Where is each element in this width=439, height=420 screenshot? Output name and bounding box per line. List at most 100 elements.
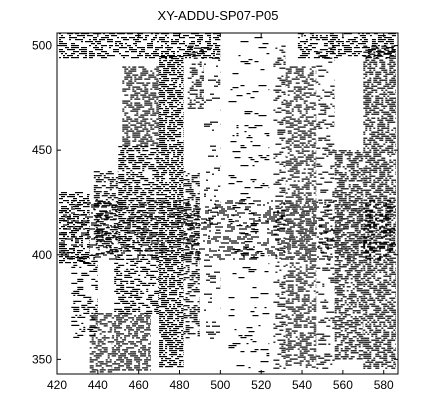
heatmap-cell (362, 346, 364, 348)
heatmap-cell (377, 83, 382, 85)
heatmap-cell (313, 330, 317, 332)
heatmap-cell (61, 208, 69, 210)
heatmap-cell (181, 66, 184, 68)
heatmap-cell (109, 183, 112, 185)
heatmap-cell (322, 89, 325, 91)
heatmap-cell (116, 333, 125, 335)
heatmap-cell (383, 75, 388, 77)
heatmap-cell (187, 49, 193, 51)
heatmap-cell (138, 152, 141, 154)
heatmap-cell (101, 45, 107, 47)
heatmap-cell (344, 280, 347, 282)
heatmap-cell (175, 310, 180, 312)
heatmap-cell (365, 127, 368, 129)
heatmap-cell (319, 226, 327, 228)
heatmap-cell (369, 254, 371, 256)
heatmap-cell (305, 242, 308, 244)
heatmap-cell (158, 212, 160, 214)
heatmap-cell (311, 242, 317, 244)
heatmap-cell (279, 329, 284, 331)
heatmap-cell (67, 222, 73, 224)
heatmap-cell (163, 128, 166, 130)
heatmap-cell (277, 129, 286, 131)
heatmap-cell (99, 323, 108, 325)
heatmap-cell (365, 279, 370, 281)
heatmap-cell (145, 53, 149, 55)
heatmap-cell (177, 222, 184, 224)
heatmap-cell (367, 321, 370, 323)
heatmap-cell (354, 240, 361, 242)
heatmap-cell (334, 234, 339, 236)
heatmap-cell (93, 177, 96, 179)
heatmap-cell (183, 84, 184, 86)
heatmap-cell (169, 120, 174, 122)
heatmap-cell (340, 256, 345, 258)
heatmap-cell (167, 206, 172, 208)
heatmap-cell (144, 100, 151, 102)
heatmap-cell (167, 298, 176, 300)
heatmap-cell (246, 225, 249, 227)
heatmap-cell (149, 200, 157, 202)
heatmap-cell (161, 360, 168, 362)
heatmap-cell (169, 314, 174, 316)
heatmap-cell (305, 252, 311, 254)
heatmap-cell (95, 365, 102, 367)
heatmap-cell (128, 204, 131, 206)
heatmap-cell (383, 349, 392, 351)
heatmap-cell (161, 216, 166, 218)
heatmap-cell (150, 270, 159, 272)
heatmap-cell (183, 237, 188, 239)
heatmap-cell (336, 274, 343, 276)
heatmap-cell (67, 224, 69, 226)
heatmap-cell (346, 274, 353, 276)
heatmap-cell (151, 33, 153, 35)
heatmap-cell (95, 199, 98, 201)
heatmap-cell (322, 243, 329, 245)
heatmap-cell (322, 307, 329, 309)
heatmap-cell (99, 351, 108, 353)
heatmap-cell (209, 37, 211, 39)
heatmap-cell (267, 218, 275, 220)
heatmap-cell (75, 192, 83, 194)
heatmap-cell (89, 326, 98, 328)
heatmap-cell (167, 160, 170, 162)
heatmap-cell (371, 321, 378, 323)
heatmap-cell (379, 175, 386, 177)
heatmap-cell (118, 190, 127, 192)
heatmap-cell (173, 202, 178, 204)
heatmap-cell (195, 79, 200, 81)
heatmap-cell (169, 170, 172, 172)
heatmap-cell (71, 252, 73, 254)
heatmap-cell (363, 85, 370, 87)
heatmap-cell (67, 55, 73, 57)
heatmap-cell (150, 254, 159, 256)
heatmap-cell (387, 321, 392, 323)
heatmap-cell (301, 216, 305, 218)
heatmap-cell (285, 84, 290, 86)
heatmap-cell (187, 181, 190, 183)
heatmap-cell (391, 291, 396, 293)
heatmap-cell (363, 339, 370, 341)
heatmap-cell (185, 217, 194, 219)
heatmap-cell (161, 238, 170, 240)
heatmap-cell (144, 359, 151, 361)
heatmap-cell (299, 350, 302, 352)
heatmap-cell (373, 331, 382, 333)
heatmap-cell (89, 39, 91, 41)
heatmap-cell (97, 55, 105, 57)
heatmap-cell (81, 256, 89, 258)
heatmap-cell (77, 278, 84, 280)
heatmap-cell (127, 33, 133, 35)
heatmap-cell (93, 175, 102, 177)
heatmap-cell (299, 138, 306, 140)
heatmap-cell (367, 285, 372, 287)
heatmap-cell (365, 263, 372, 265)
heatmap-cell (91, 212, 93, 214)
heatmap-cell (311, 246, 316, 248)
heatmap-cell (391, 357, 396, 359)
heatmap-cell (128, 296, 133, 298)
heatmap-cell (305, 212, 310, 214)
heatmap-cell (111, 343, 113, 345)
heatmap-cell (103, 335, 106, 337)
